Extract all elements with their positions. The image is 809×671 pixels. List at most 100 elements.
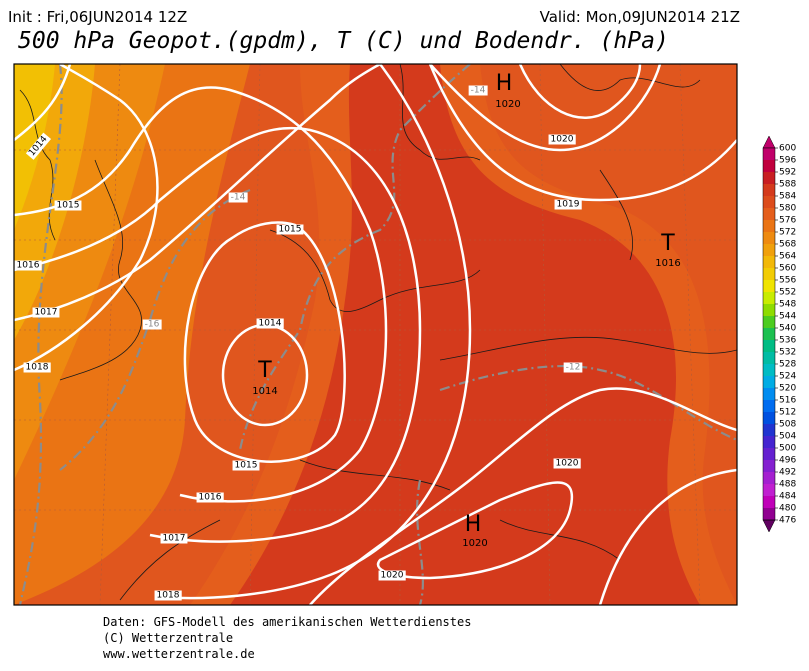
footer-line: Daten: GFS-Modell des amerikanischen Wet… <box>103 615 471 629</box>
map-title: 500 hPa Geopot.(gpdm), T (C) und Bodendr… <box>18 28 669 54</box>
isobar-label: 1016 <box>17 261 40 271</box>
colorbar-label: 556 <box>779 276 796 286</box>
colorbar-cap <box>762 135 776 149</box>
temperature-label: -16 <box>145 320 160 330</box>
colorbar-swatch <box>763 460 775 472</box>
colorbar-label: 548 <box>779 300 796 310</box>
isobar <box>14 86 388 503</box>
colorbar-label: 528 <box>779 360 796 370</box>
label-box <box>563 362 583 373</box>
colorbar-swatch <box>763 268 775 280</box>
colorbar-label: 524 <box>779 372 796 382</box>
colorbar-swatch <box>763 364 775 376</box>
pressure-center-symbol: T <box>660 231 675 256</box>
colorbar-label: 596 <box>779 156 796 166</box>
isobar <box>518 64 642 119</box>
colorbar-label: 580 <box>779 204 796 214</box>
colorbar-swatch <box>763 148 775 160</box>
footer-line: (C) Wetterzentrale <box>103 631 233 645</box>
pressure-center-value: 1020 <box>462 538 487 549</box>
isobar <box>376 481 574 580</box>
isobar-label: 1019 <box>557 200 580 210</box>
colorbar-label: 508 <box>779 420 796 430</box>
colorbar-swatch <box>763 196 775 208</box>
colorbar-label: 592 <box>779 168 796 178</box>
label-box <box>54 200 82 211</box>
isobar-label: 1020 <box>556 459 579 469</box>
colorbar-swatch <box>763 376 775 388</box>
isobar <box>14 126 422 543</box>
isobar <box>309 387 737 605</box>
colorbar-label: 488 <box>779 480 796 490</box>
colorbar-label: 572 <box>779 228 796 238</box>
isotherm <box>18 64 63 605</box>
colorbar-label: 480 <box>779 504 796 514</box>
pressure-center-symbol: T <box>257 358 272 383</box>
label-box <box>160 533 188 544</box>
isobar <box>428 64 737 202</box>
map-area: 1014 1015 1016 1017 1018 1015 1014 1015 … <box>14 64 737 605</box>
pressure-center-symbol: H <box>465 512 482 537</box>
colorbar-swatch <box>763 424 775 436</box>
colorbar-swatch <box>763 292 775 304</box>
colorbar-swatch <box>763 328 775 340</box>
isobar-label: 1018 <box>157 591 180 601</box>
colorbar-swatch <box>763 436 775 448</box>
isobar <box>598 468 737 605</box>
isotherm <box>59 188 251 471</box>
colorbar-label: 588 <box>779 180 796 190</box>
isobar-label: 1017 <box>163 534 186 544</box>
colorbar-label: 496 <box>779 456 796 466</box>
label-box <box>256 318 284 329</box>
temperature-label: -12 <box>566 363 581 373</box>
colorbar-swatch <box>763 256 775 268</box>
graticule <box>14 64 737 605</box>
pressure-center-value: 1014 <box>252 386 277 397</box>
colorbar-swatch <box>763 160 775 172</box>
colorbar-swatch <box>763 184 775 196</box>
label-box <box>378 570 406 581</box>
colorbar-swatch <box>763 244 775 256</box>
label-box <box>196 492 224 503</box>
isobar-label: 1017 <box>35 308 58 318</box>
colorbar-label: 540 <box>779 324 796 334</box>
isobar-label: 1014 <box>259 319 282 329</box>
colorbar-swatch <box>763 496 775 508</box>
pressure-center-symbol: H <box>496 71 513 96</box>
isobar-label: 1016 <box>199 493 222 503</box>
colorbar-label: 532 <box>779 348 796 358</box>
isobar-label: 1020 <box>551 135 574 145</box>
isobar <box>429 64 662 152</box>
map-labels: 1014 1015 1016 1017 1018 1015 1014 1015 … <box>14 85 583 601</box>
colorbar-label: 576 <box>779 216 796 226</box>
colorbar-swatch <box>763 304 775 316</box>
colorbar-label: 520 <box>779 384 796 394</box>
colorbar-label: 536 <box>779 336 796 346</box>
label-box <box>232 460 260 471</box>
temperature-label: -14 <box>471 86 486 96</box>
label-box <box>142 319 162 330</box>
colorbar-swatch <box>763 280 775 292</box>
colorbar-label: 512 <box>779 408 796 418</box>
colorbar: 600 596 592 588 584 580 576 572 568 564 560 556 552 5… <box>762 135 796 533</box>
label-box <box>23 362 51 373</box>
colorbar-label: 564 <box>779 252 796 262</box>
colorbar-label: 504 <box>779 432 796 442</box>
colorbar-label: 500 <box>779 444 796 454</box>
isobar <box>14 64 159 372</box>
isobar-label: 1018 <box>26 363 49 373</box>
colorbar-swatch <box>763 172 775 184</box>
colorbar-label: 484 <box>779 492 796 502</box>
pressure-center-value: 1020 <box>495 99 520 110</box>
init-time: Init : Fri,06JUN2014 12Z <box>8 8 187 26</box>
colorbar-swatch <box>763 388 775 400</box>
isobar-label: 1015 <box>279 225 302 235</box>
temperature-label: -14 <box>231 193 246 203</box>
isotherm <box>416 479 424 605</box>
label-box <box>154 590 182 601</box>
isotherm <box>238 64 471 451</box>
colorbar-swatch <box>763 316 775 328</box>
colorbar-label: 552 <box>779 288 796 298</box>
